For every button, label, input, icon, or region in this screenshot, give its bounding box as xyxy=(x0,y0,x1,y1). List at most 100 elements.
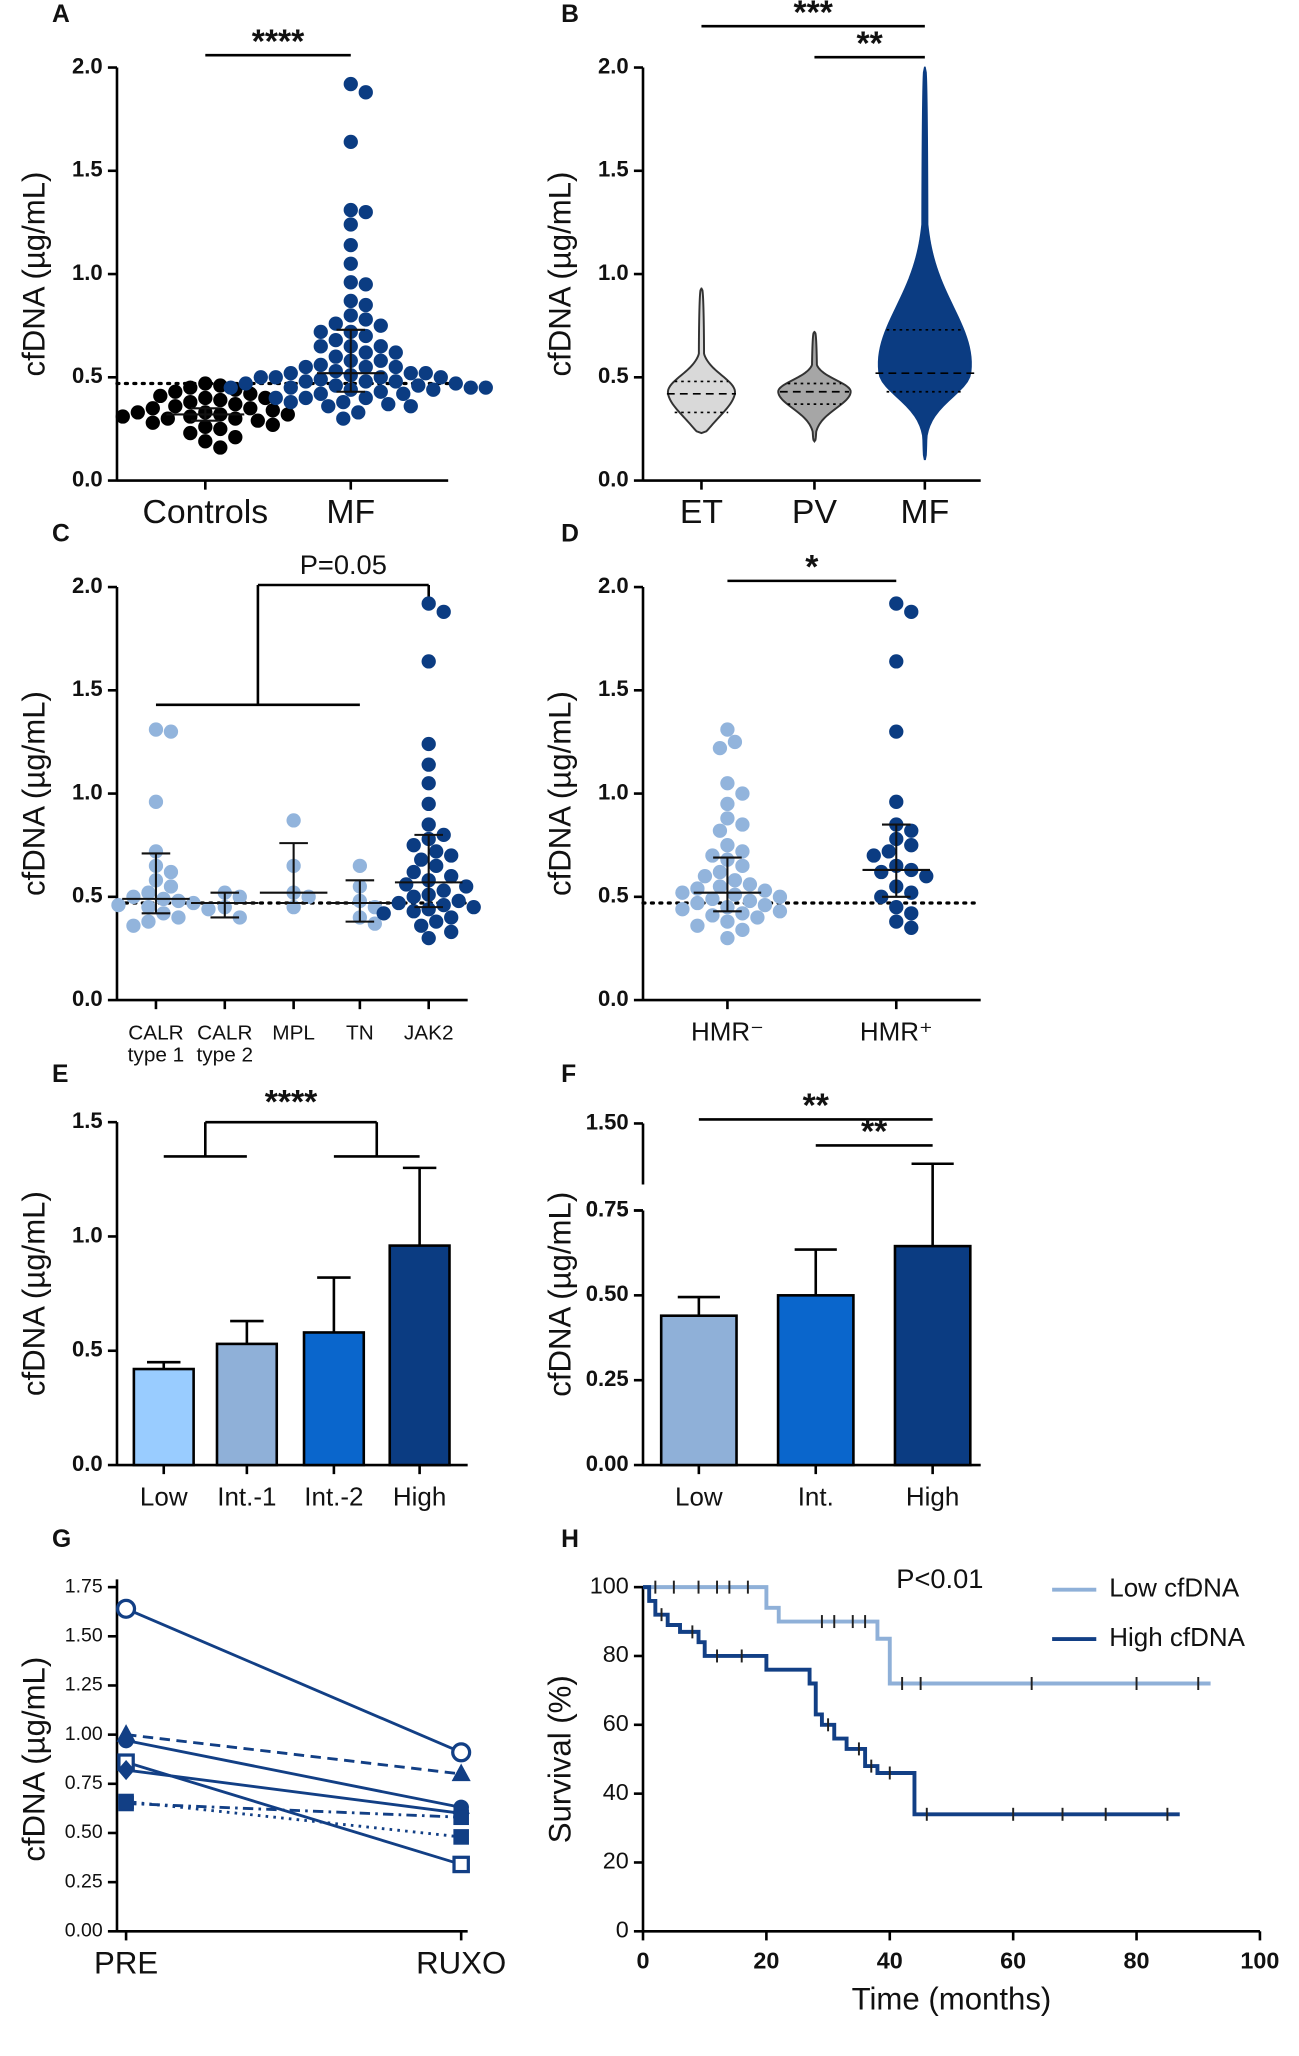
data-point xyxy=(328,363,343,379)
data-point xyxy=(250,413,265,428)
data-point xyxy=(429,844,444,859)
data-point xyxy=(418,366,433,381)
y-tick-label: 0.0 xyxy=(598,986,629,1011)
x-tick-label: High xyxy=(906,1482,959,1512)
data-point xyxy=(720,811,735,826)
marker xyxy=(452,1855,470,1874)
y-tick-label: 0.5 xyxy=(598,363,629,388)
data-point xyxy=(735,858,750,873)
x-tick-label: 40 xyxy=(877,1948,903,1974)
data-point xyxy=(429,914,444,929)
data-point xyxy=(358,328,373,344)
data-point xyxy=(421,596,436,611)
data-point xyxy=(406,838,421,853)
legend-label: High cfDNA xyxy=(1109,1622,1245,1652)
legend-label: Low cfDNA xyxy=(1109,1573,1240,1603)
panel-label: H xyxy=(561,1526,579,1553)
data-point xyxy=(183,425,198,441)
data-point xyxy=(126,889,141,904)
data-point xyxy=(358,374,373,389)
data-point xyxy=(148,722,164,737)
data-point xyxy=(727,734,743,750)
data-point xyxy=(328,332,343,348)
data-point xyxy=(198,376,213,391)
data-point xyxy=(213,392,228,408)
data-point xyxy=(163,879,179,894)
y-tick-label: 60 xyxy=(603,1710,629,1736)
data-point xyxy=(343,76,358,92)
data-point xyxy=(198,434,213,449)
y-tick-label: 1.0 xyxy=(72,779,103,804)
y-tick-label: 1.5 xyxy=(598,157,629,182)
data-point xyxy=(258,390,273,406)
y-tick-label: 0.75 xyxy=(586,1196,629,1221)
data-point xyxy=(436,897,451,913)
data-point xyxy=(735,906,750,921)
data-point xyxy=(358,390,373,406)
data-point xyxy=(283,394,298,410)
data-point xyxy=(421,776,436,791)
data-point xyxy=(421,930,436,946)
data-point xyxy=(286,813,301,828)
y-axis-label: cfDNA (µg/mL) xyxy=(543,691,578,896)
y-tick-label: 1.5 xyxy=(72,1108,103,1133)
data-point xyxy=(358,345,373,360)
pair-line xyxy=(125,1760,462,1866)
data-point xyxy=(448,376,463,391)
panel-label: D xyxy=(561,521,579,548)
y-tick-label: 1.5 xyxy=(598,676,629,701)
data-point xyxy=(919,869,934,884)
data-point xyxy=(228,430,243,445)
significance-label: ** xyxy=(803,1087,830,1125)
data-point xyxy=(373,318,388,333)
data-point xyxy=(328,316,343,331)
y-tick-label: 0.50 xyxy=(586,1281,629,1306)
y-tick-label: 0.0 xyxy=(72,1451,103,1476)
data-point xyxy=(183,394,198,410)
data-point xyxy=(111,897,126,913)
y-tick-label: 20 xyxy=(603,1848,629,1874)
data-point xyxy=(403,366,418,381)
y-tick-label: 2.0 xyxy=(598,573,629,598)
data-point xyxy=(396,386,411,401)
data-point xyxy=(720,776,735,791)
y-axis-label: cfDNA (µg/mL) xyxy=(17,1191,52,1396)
y-tick-label: 0.75 xyxy=(586,1196,629,1221)
x-tick-label: Int. xyxy=(798,1482,834,1512)
data-point xyxy=(352,858,368,873)
data-point xyxy=(141,914,156,929)
data-point xyxy=(712,823,728,838)
data-point xyxy=(874,864,889,880)
bar xyxy=(132,1367,195,1467)
data-point xyxy=(343,202,358,218)
data-point xyxy=(406,864,421,880)
data-point xyxy=(321,399,336,414)
data-point xyxy=(213,421,228,437)
data-point xyxy=(373,353,388,368)
data-point xyxy=(742,877,758,892)
significance-label: **** xyxy=(252,22,305,60)
x-tick-label: ET xyxy=(680,493,723,531)
data-point xyxy=(168,399,183,414)
data-point xyxy=(336,411,351,426)
data-point xyxy=(283,380,298,395)
pair-line xyxy=(126,1802,462,1819)
data-point xyxy=(358,297,373,313)
y-tick-label: 1.25 xyxy=(65,1674,103,1696)
data-point xyxy=(141,900,156,915)
y-axis-label: cfDNA (µg/mL) xyxy=(17,172,52,377)
data-point xyxy=(313,324,328,340)
data-point xyxy=(391,895,406,911)
marker xyxy=(116,1598,137,1619)
data-point xyxy=(298,359,313,375)
panel-label: C xyxy=(52,521,70,548)
x-tick-label: type 1 xyxy=(128,1043,185,1066)
data-point xyxy=(436,604,451,619)
pair-line xyxy=(125,1607,462,1754)
data-point xyxy=(757,897,773,913)
data-point xyxy=(148,844,164,859)
marker xyxy=(117,1759,135,1781)
y-tick-label: 0.5 xyxy=(72,883,103,908)
data-point xyxy=(280,407,295,422)
data-point xyxy=(376,906,391,921)
